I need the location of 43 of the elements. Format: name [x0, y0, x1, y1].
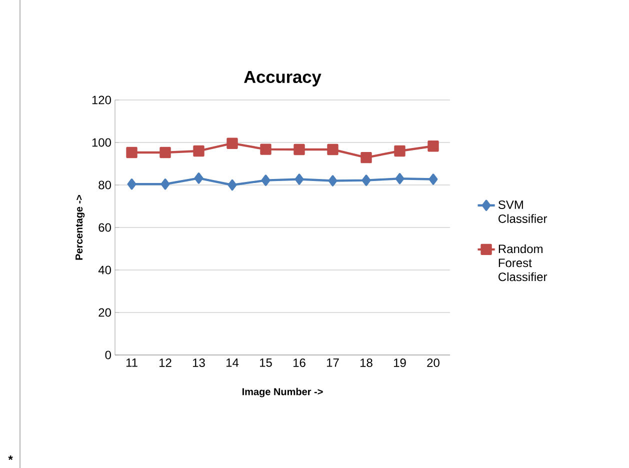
point [261, 174, 270, 186]
text: * [8, 456, 13, 460]
point [428, 174, 438, 185]
point [328, 175, 338, 186]
point [127, 178, 136, 190]
point [428, 140, 439, 152]
x-tick-label: 20 [427, 358, 440, 368]
point [126, 146, 138, 158]
point [260, 144, 272, 155]
point [394, 145, 406, 157]
x-tick-label: 19 [394, 358, 406, 368]
y-tick-label: 20 [98, 308, 112, 317]
x-tick-label: 12 [159, 358, 172, 367]
point [362, 174, 371, 186]
point [395, 173, 404, 184]
legend-label: SVM Classifier [498, 200, 548, 223]
point [294, 144, 305, 156]
y-tick-label: 0 [105, 350, 112, 360]
y-tick-label: 80 [98, 180, 112, 190]
y-axis-title: Percentage -> [76, 194, 85, 260]
point [294, 174, 304, 185]
y-tick-label: 60 [98, 223, 112, 232]
point [360, 152, 372, 164]
point [228, 179, 237, 191]
point [226, 138, 238, 149]
point [160, 178, 170, 190]
x-tick-label: 11 [126, 358, 138, 367]
point [160, 146, 171, 158]
x-tick-label: 17 [326, 358, 339, 367]
y-tick-label: 120 [92, 96, 112, 104]
y-tick-label: 100 [92, 138, 112, 147]
x-tick-label: 13 [192, 358, 205, 368]
point [327, 144, 338, 156]
x-tick-label: 14 [226, 358, 239, 367]
x-tick-label: 16 [293, 358, 306, 368]
x-tick-label: 18 [360, 358, 372, 368]
x-axis-title: Image Number -> [242, 388, 323, 398]
legend-label: Random Forest Classifier [498, 244, 548, 282]
x-tick-label: 15 [260, 358, 272, 367]
chart-title: Accuracy [244, 70, 322, 86]
y-tick-label: 40 [98, 266, 112, 274]
point [194, 172, 204, 184]
point [193, 145, 204, 157]
